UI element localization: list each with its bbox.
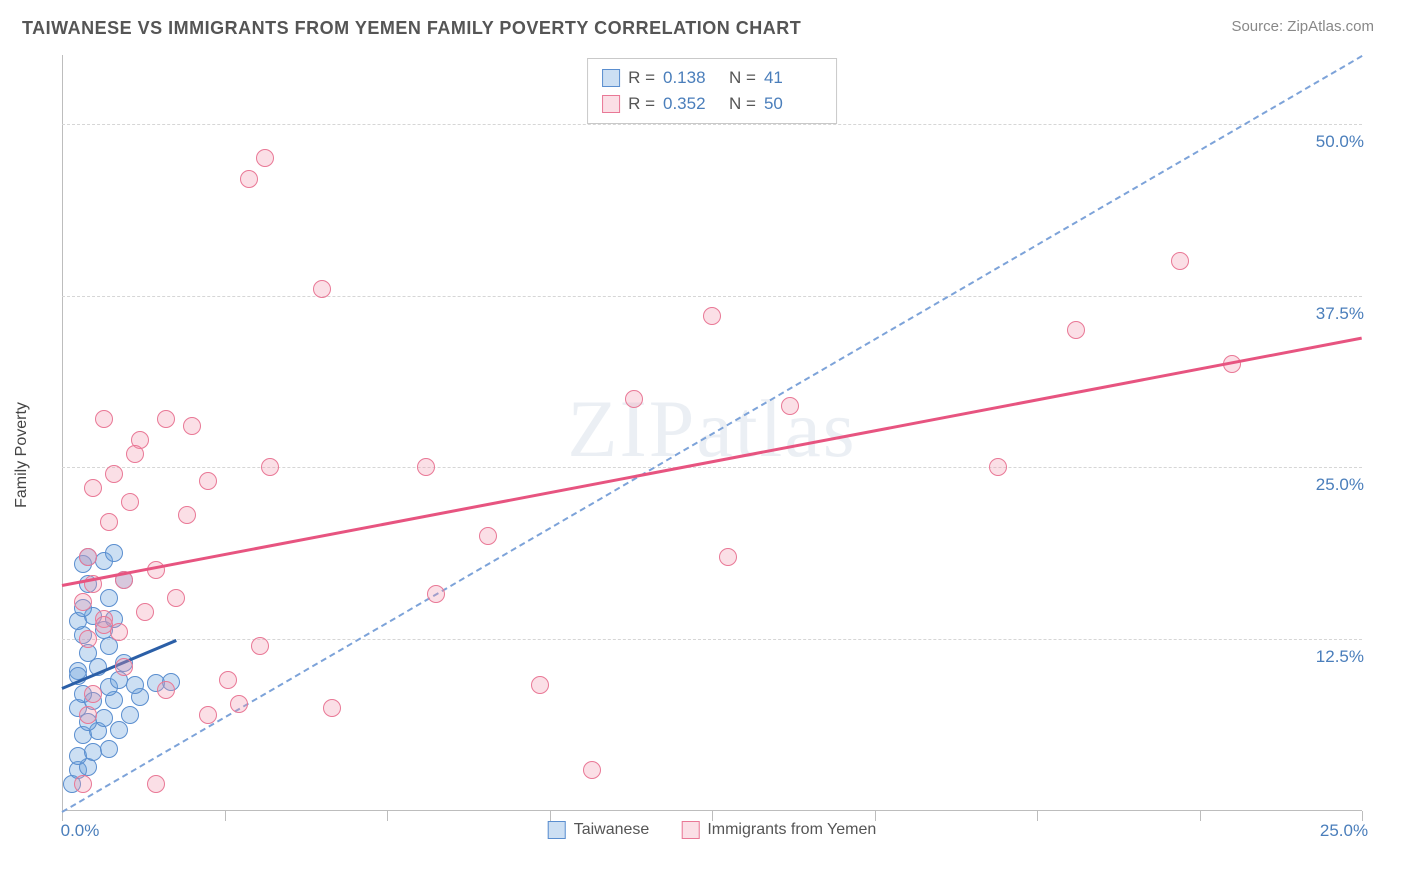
x-tick [712,811,713,821]
x-tick [1037,811,1038,821]
legend-row-taiwanese: R = 0.138 N = 41 [602,65,822,91]
data-point [261,458,279,476]
data-point [100,740,118,758]
data-point [531,676,549,694]
data-point [167,589,185,607]
data-point [79,706,97,724]
data-point [110,721,128,739]
data-point [79,548,97,566]
data-point [1067,321,1085,339]
data-point [240,170,258,188]
data-point [126,676,144,694]
x-tick-label-start: 0.0% [61,821,100,841]
x-tick [387,811,388,821]
data-point [74,593,92,611]
data-point [1171,252,1189,270]
y-tick-label: 37.5% [1316,304,1364,324]
y-axis-line [62,55,63,811]
x-tick [875,811,876,821]
data-point [121,706,139,724]
data-point [625,390,643,408]
y-tick-label: 25.0% [1316,475,1364,495]
series-legend: Taiwanese Immigrants from Yemen [548,821,877,839]
r-value: 0.352 [663,94,721,114]
correlation-legend: R = 0.138 N = 41 R = 0.352 N = 50 [587,58,837,124]
gridline [62,296,1362,297]
swatch-pink-icon [602,95,620,113]
data-point [147,775,165,793]
data-point [417,458,435,476]
data-point [703,307,721,325]
chart-area: Family Poverty ZIPatlas R = 0.138 N = 41… [50,55,1380,855]
legend-label: Immigrants from Yemen [707,821,876,839]
x-tick [1362,811,1363,821]
data-point [199,706,217,724]
data-point [157,681,175,699]
data-point [136,603,154,621]
y-tick-label: 12.5% [1316,647,1364,667]
data-point [178,506,196,524]
r-label: R = [628,68,655,88]
diagonal-reference-line [61,55,1362,813]
legend-item-taiwanese: Taiwanese [548,821,650,839]
swatch-pink-icon [681,821,699,839]
data-point [583,761,601,779]
data-point [427,585,445,603]
data-point [479,527,497,545]
data-point [781,397,799,415]
swatch-blue-icon [602,69,620,87]
chart-title: TAIWANESE VS IMMIGRANTS FROM YEMEN FAMIL… [22,18,801,39]
x-tick [1200,811,1201,821]
y-axis-label: Family Poverty [13,402,31,508]
chart-header: TAIWANESE VS IMMIGRANTS FROM YEMEN FAMIL… [0,0,1406,49]
data-point [199,472,217,490]
data-point [105,465,123,483]
x-tick-label-end: 25.0% [1320,821,1368,841]
data-point [100,513,118,531]
gridline [62,124,1362,125]
n-value: 50 [764,94,822,114]
data-point [719,548,737,566]
data-point [323,699,341,717]
trend-line [62,337,1363,587]
data-point [95,709,113,727]
plot-area: ZIPatlas R = 0.138 N = 41 R = 0.352 N = … [62,55,1362,835]
data-point [126,445,144,463]
x-tick [550,811,551,821]
r-value: 0.138 [663,68,721,88]
data-point [74,775,92,793]
data-point [219,671,237,689]
data-point [157,410,175,428]
n-label: N = [729,68,756,88]
data-point [100,589,118,607]
legend-row-yemen: R = 0.352 N = 50 [602,91,822,117]
n-value: 41 [764,68,822,88]
data-point [251,637,269,655]
data-point [110,623,128,641]
data-point [183,417,201,435]
x-tick [225,811,226,821]
data-point [989,458,1007,476]
data-point [256,149,274,167]
y-tick-label: 50.0% [1316,132,1364,152]
data-point [95,616,113,634]
data-point [121,493,139,511]
data-point [95,410,113,428]
data-point [84,479,102,497]
data-point [79,630,97,648]
swatch-blue-icon [548,821,566,839]
source-credit: Source: ZipAtlas.com [1231,18,1374,35]
gridline [62,467,1362,468]
n-label: N = [729,94,756,114]
data-point [230,695,248,713]
legend-item-yemen: Immigrants from Yemen [681,821,876,839]
legend-label: Taiwanese [574,821,650,839]
r-label: R = [628,94,655,114]
data-point [115,658,133,676]
data-point [105,544,123,562]
data-point [313,280,331,298]
data-point [84,685,102,703]
